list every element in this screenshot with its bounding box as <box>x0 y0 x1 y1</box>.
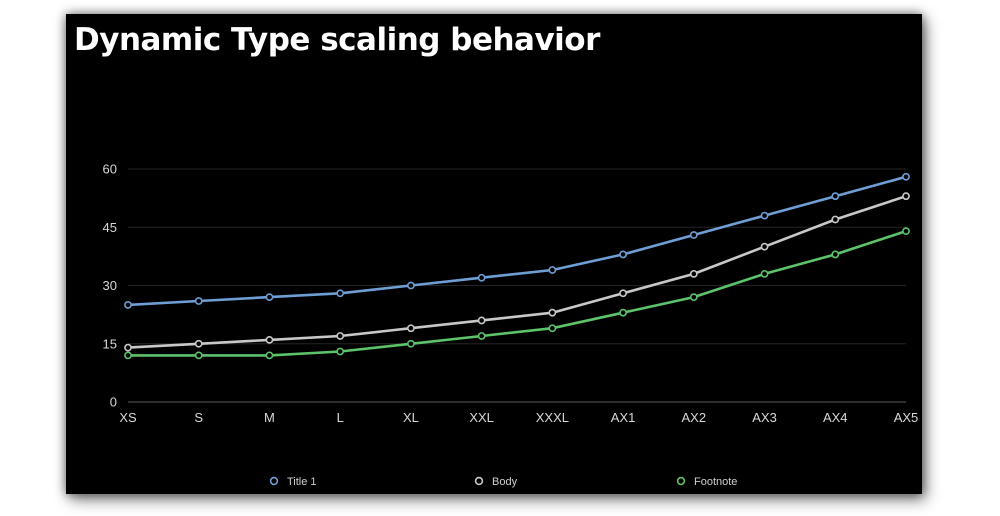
data-point-title-1 <box>407 281 415 290</box>
data-point-title-1 <box>902 172 910 181</box>
legend-marker <box>474 476 484 486</box>
y-tick-label: 45 <box>103 220 117 235</box>
data-point-body <box>407 324 415 333</box>
data-point-title-1 <box>477 273 486 282</box>
data-point-footnote <box>548 324 557 333</box>
data-point-title-1 <box>831 192 840 201</box>
data-point-title-1 <box>124 301 132 309</box>
data-point-footnote <box>831 250 840 259</box>
data-point-body <box>619 289 627 298</box>
slide: Dynamic Type scaling behavior 0 15 30 45 60 X… <box>66 14 922 494</box>
y-tick-label: 30 <box>103 278 117 293</box>
data-point-body <box>124 343 132 352</box>
x-tick-label: XXL <box>469 410 494 425</box>
series-line-body <box>126 194 908 349</box>
data-point-footnote <box>477 332 486 340</box>
data-point-footnote <box>407 339 415 348</box>
line-chart: 0 15 30 45 60 XS S M L XL XXL XXXL AX1 AX2 AX3 AX4 AX5 Ti… <box>103 162 919 489</box>
data-point-title-1 <box>689 231 698 239</box>
y-tick-label: 15 <box>103 336 117 351</box>
data-point-title-1 <box>336 289 345 298</box>
data-point-body <box>194 339 203 348</box>
y-tick-label: 60 <box>103 162 117 177</box>
data-point-footnote <box>902 227 910 236</box>
data-point-body <box>902 192 910 201</box>
x-tick-label: AX3 <box>752 410 777 425</box>
x-tick-label: XXXL <box>536 410 569 425</box>
legend-label: Title 1 <box>287 476 317 488</box>
data-point-body <box>831 215 840 224</box>
legend-marker <box>269 476 279 486</box>
data-point-title-1 <box>619 250 627 259</box>
x-tick-label: AX1 <box>611 410 636 425</box>
data-point-body <box>477 316 486 325</box>
data-point-title-1 <box>548 266 557 274</box>
series-line-title-1 <box>126 175 908 307</box>
data-point-title-1 <box>194 297 203 305</box>
data-point-footnote <box>336 347 345 356</box>
series-line-footnote <box>126 229 908 357</box>
x-tick-label: AX5 <box>894 410 919 425</box>
x-tick-label: L <box>337 410 344 425</box>
legend-marker <box>676 476 686 486</box>
y-tick-label: 0 <box>110 395 117 410</box>
data-point-footnote <box>760 269 769 278</box>
x-tick-label: AX4 <box>823 410 848 425</box>
x-tick-label: S <box>194 410 203 425</box>
x-tick-label: XL <box>403 410 419 425</box>
data-point-body <box>265 335 274 344</box>
data-point-title-1 <box>760 211 769 220</box>
x-tick-label: XS <box>119 410 137 425</box>
data-point-body <box>548 308 557 317</box>
data-point-body <box>760 242 769 251</box>
data-point-title-1 <box>265 293 274 302</box>
x-tick-label: M <box>264 410 275 425</box>
data-point-footnote <box>689 293 698 302</box>
data-point-footnote <box>124 351 132 360</box>
data-point-body <box>689 269 698 278</box>
chart-title: Dynamic Type scaling behavior <box>74 22 600 58</box>
x-tick-label: AX2 <box>682 410 707 425</box>
legend-label: Footnote <box>694 476 737 488</box>
legend-label: Body <box>492 476 518 488</box>
data-point-footnote <box>265 351 274 360</box>
data-point-body <box>336 332 345 340</box>
data-point-footnote <box>619 308 627 317</box>
data-point-footnote <box>194 351 203 360</box>
